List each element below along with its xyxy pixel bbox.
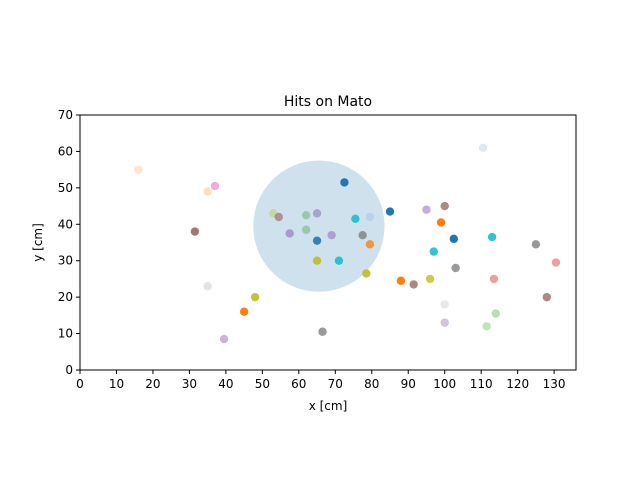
x-tick-label: 130 (543, 377, 566, 391)
hit-point (301, 225, 311, 234)
hit-point (250, 292, 260, 302)
x-tick-label: 20 (145, 377, 160, 391)
y-tick-label: 40 (58, 217, 73, 231)
hit-point (365, 240, 375, 249)
hit-point (385, 207, 395, 216)
hit-point (301, 210, 311, 220)
hit-point (239, 307, 249, 316)
hit-point (340, 178, 349, 187)
hit-point (440, 300, 449, 309)
x-tick-label: 80 (364, 377, 379, 391)
x-tick-label: 50 (255, 377, 270, 391)
hit-point (478, 143, 488, 152)
x-tick-label: 120 (506, 377, 529, 391)
target-circle (253, 160, 385, 292)
y-tick-label: 20 (58, 290, 73, 304)
hit-point (203, 187, 212, 196)
y-tick-label: 60 (58, 144, 73, 158)
x-tick-label: 60 (291, 377, 306, 391)
chart-title: Hits on Mato (284, 94, 372, 110)
hit-point (219, 334, 229, 344)
x-axis: 0 10 20 30 40 50 60 70 80 90 100 110 120 130 (76, 370, 566, 391)
x-tick-label: 0 (76, 377, 84, 391)
hit-point (396, 276, 406, 285)
y-tick-label: 10 (58, 327, 73, 341)
hit-point (451, 263, 460, 273)
y-axis: 0 10 20 30 40 50 60 70 (58, 108, 80, 377)
hit-point (274, 212, 283, 222)
hit-point (318, 327, 327, 336)
hit-point (487, 232, 497, 242)
hit-point (425, 274, 435, 284)
y-tick-label: 0 (65, 363, 73, 377)
x-tick-label: 70 (328, 377, 343, 391)
hit-point (440, 201, 449, 211)
x-tick-label: 10 (109, 377, 124, 391)
plot-area (134, 143, 561, 344)
hit-point (531, 240, 541, 249)
y-axis-label: y [cm] (31, 223, 45, 262)
hit-point (436, 218, 446, 227)
x-tick-label: 100 (433, 377, 456, 391)
hit-point (362, 269, 371, 278)
hit-point (285, 229, 294, 238)
hit-point (312, 256, 322, 265)
x-axis-label: x [cm] (309, 399, 348, 413)
hit-point (489, 274, 499, 284)
hit-point (134, 165, 143, 174)
hit-point (358, 231, 367, 240)
hit-point (203, 282, 212, 291)
hit-point (190, 227, 200, 236)
hit-point (491, 309, 500, 318)
hit-point (449, 234, 459, 244)
hit-point (482, 322, 491, 331)
hit-point (210, 181, 220, 191)
hit-point (440, 318, 449, 327)
hit-point (351, 214, 360, 224)
hit-point (365, 212, 375, 222)
hit-point (551, 258, 561, 267)
hit-point (409, 280, 418, 289)
plot-frame (79, 114, 577, 371)
hit-point (312, 236, 322, 245)
hit-point (312, 209, 322, 218)
x-tick-label: 90 (401, 377, 416, 391)
hit-point (429, 247, 438, 256)
hit-point (422, 205, 431, 214)
y-tick-label: 50 (58, 181, 73, 195)
x-tick-label: 110 (470, 377, 493, 391)
x-tick-label: 30 (182, 377, 197, 391)
hit-point (334, 256, 344, 265)
x-tick-label: 40 (218, 377, 233, 391)
y-tick-label: 30 (58, 254, 73, 268)
y-tick-label: 70 (58, 108, 73, 122)
hit-point (327, 231, 336, 240)
hit-point (542, 292, 552, 302)
